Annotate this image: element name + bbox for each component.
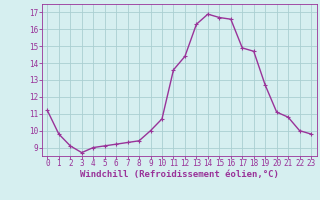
X-axis label: Windchill (Refroidissement éolien,°C): Windchill (Refroidissement éolien,°C) (80, 170, 279, 179)
